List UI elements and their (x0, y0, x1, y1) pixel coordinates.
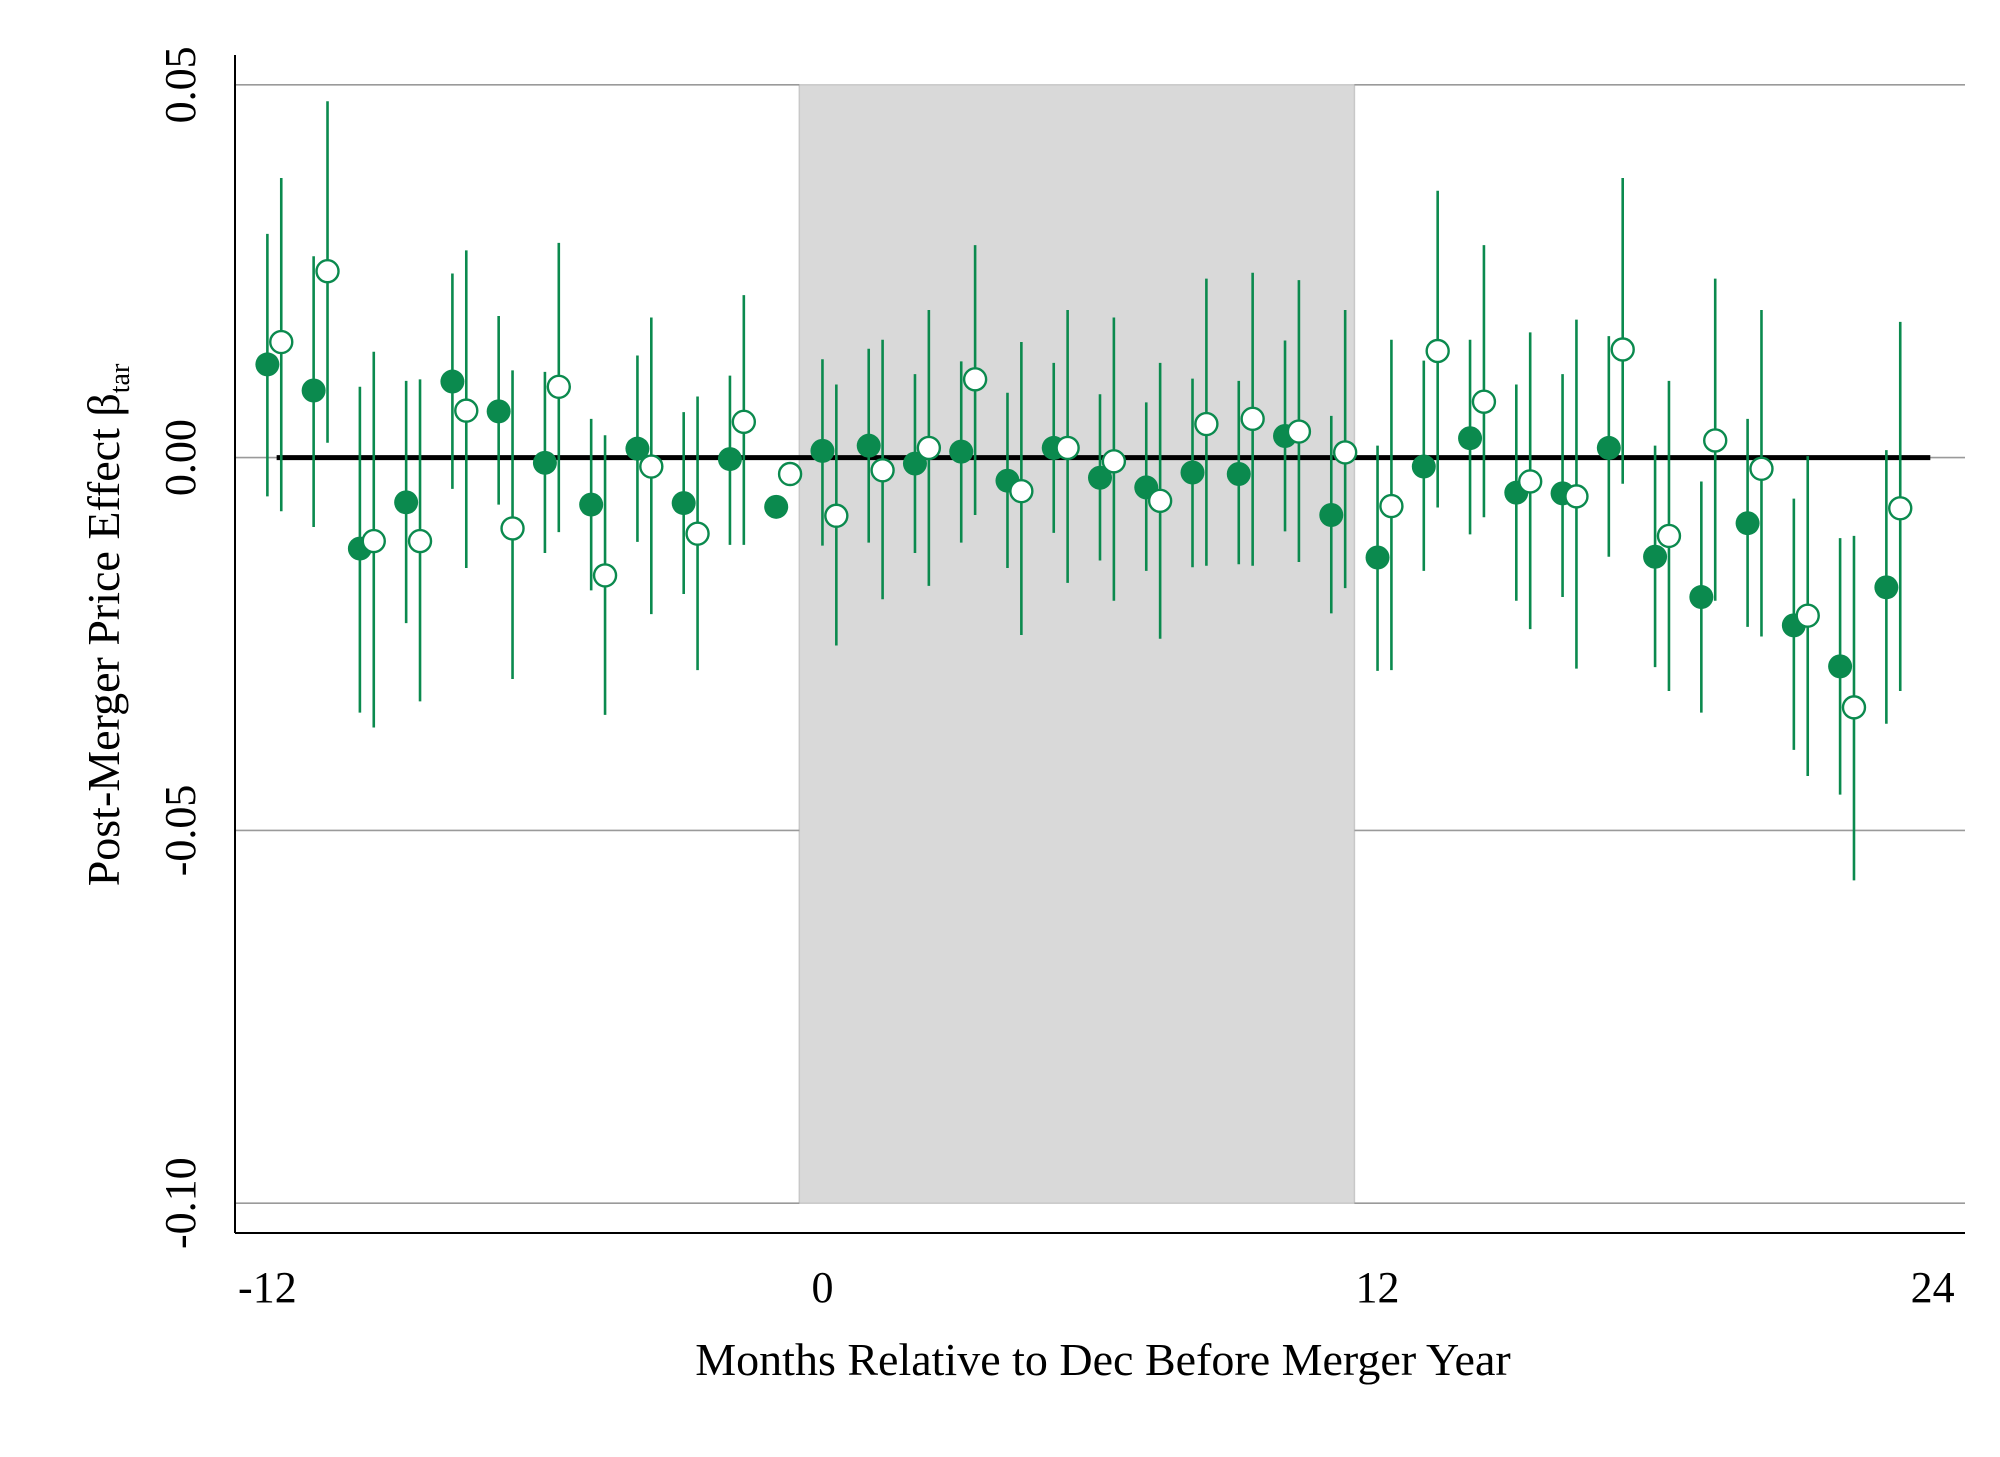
point-filled-23 (1319, 503, 1344, 528)
point-hollow-32 (1749, 456, 1774, 481)
point-hollow-11 (777, 461, 803, 487)
point-hollow-2 (361, 528, 386, 554)
point-filled-9 (671, 491, 696, 516)
point-filled-20 (1180, 460, 1205, 485)
point-hollow-22 (1286, 419, 1312, 444)
point-hollow-9 (685, 521, 710, 546)
axes (234, 55, 1965, 1234)
point-hollow-29 (1610, 337, 1635, 362)
y-axis-title-subscript: tar (105, 363, 136, 393)
point-filled-34 (1828, 654, 1853, 679)
point-filled-13 (856, 433, 881, 458)
point-hollow-27 (1517, 469, 1543, 494)
point-hollow-14 (916, 435, 942, 461)
x-tick-label: -12 (238, 1263, 297, 1312)
x-tick-label: 0 (811, 1263, 833, 1312)
y-axis-title: Post-Merger Price Effect βtar (78, 363, 136, 886)
point-hollow-23 (1332, 440, 1358, 465)
point-hollow-16 (1009, 478, 1034, 504)
y-tick-label: -0.05 (156, 785, 205, 877)
point-filled-32 (1735, 511, 1760, 536)
point-filled-11 (764, 494, 789, 519)
tick-labels: -12 0 12 24 0.05 0.00 -0.05 -0.10 (156, 46, 1955, 1312)
point-filled-21 (1226, 462, 1251, 487)
x-axis-title: Months Relative to Dec Before Merger Yea… (695, 1334, 1510, 1385)
point-filled-1 (301, 378, 326, 403)
point-filled-35 (1874, 575, 1899, 600)
point-hollow-15 (962, 367, 988, 392)
point-hollow-6 (546, 374, 571, 399)
point-filled-7 (579, 492, 604, 517)
point-filled-0 (255, 352, 280, 377)
point-hollow-26 (1471, 389, 1497, 414)
point-filled-30 (1643, 544, 1668, 569)
y-tick-label: 0.00 (156, 419, 205, 496)
point-hollow-4 (454, 398, 479, 423)
y-axis-title-main: Post-Merger Price Effect β (78, 393, 129, 886)
point-hollow-30 (1656, 523, 1682, 549)
point-hollow-8 (639, 454, 664, 479)
point-hollow-28 (1564, 484, 1589, 509)
point-filled-29 (1596, 435, 1621, 460)
point-hollow-31 (1703, 428, 1728, 453)
point-hollow-33 (1795, 603, 1820, 628)
point-hollow-34 (1841, 695, 1867, 720)
point-hollow-18 (1101, 449, 1127, 474)
point-filled-25 (1411, 454, 1436, 479)
point-hollow-5 (500, 516, 525, 541)
shaded-region (798, 84, 1356, 1204)
point-hollow-13 (870, 458, 895, 483)
point-filled-24 (1365, 545, 1390, 570)
point-filled-3 (394, 490, 419, 515)
point-markers (255, 259, 1913, 720)
point-hollow-17 (1055, 435, 1080, 461)
y-tick-label: -0.10 (156, 1157, 205, 1249)
point-filled-31 (1689, 585, 1714, 610)
point-filled-8 (625, 436, 650, 461)
point-filled-14 (902, 451, 927, 476)
point-hollow-0 (269, 329, 294, 355)
point-filled-26 (1458, 426, 1483, 451)
point-hollow-12 (824, 503, 849, 528)
point-hollow-20 (1194, 411, 1219, 437)
point-hollow-10 (731, 409, 757, 435)
point-filled-15 (949, 439, 974, 464)
point-filled-5 (486, 399, 511, 424)
point-filled-10 (717, 447, 742, 472)
point-hollow-19 (1147, 488, 1173, 514)
point-filled-18 (1088, 465, 1112, 490)
point-filled-6 (532, 450, 557, 475)
y-tick-label: 0.05 (156, 46, 205, 123)
point-hollow-35 (1888, 496, 1913, 521)
shaded-region-layer (798, 84, 1356, 1204)
point-hollow-7 (592, 563, 618, 588)
point-hollow-24 (1379, 493, 1404, 519)
point-hollow-1 (315, 259, 340, 284)
point-filled-4 (440, 369, 465, 394)
x-tick-label: 24 (1911, 1263, 1955, 1312)
point-hollow-21 (1240, 406, 1265, 432)
x-tick-label: 12 (1356, 1263, 1400, 1312)
point-filled-12 (810, 438, 835, 463)
point-hollow-3 (407, 528, 433, 554)
point-hollow-25 (1425, 338, 1450, 364)
